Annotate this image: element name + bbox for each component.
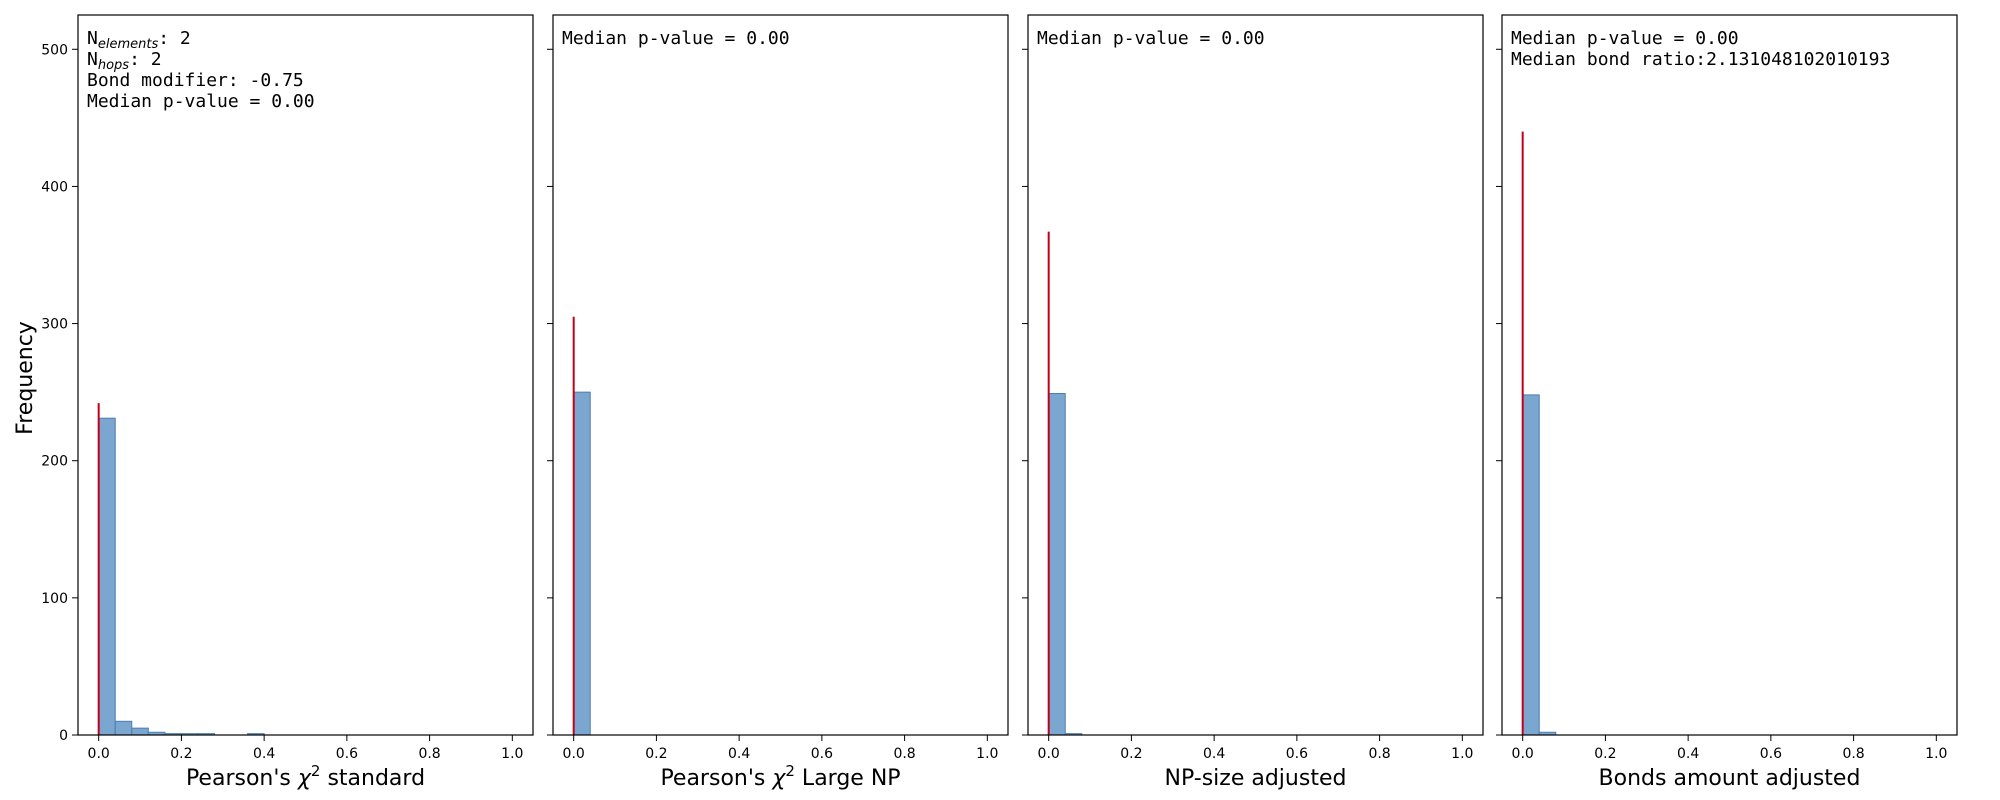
histogram-bar xyxy=(98,417,116,736)
annotation-line: Nhops: 2 xyxy=(87,49,162,73)
axes-frame xyxy=(1027,14,1484,736)
y-axis-label: Frequency xyxy=(13,321,38,435)
x-tick-label: 0.0 xyxy=(1038,746,1060,762)
histogram-bar xyxy=(131,727,149,736)
x-tick-label: 0.6 xyxy=(1760,746,1782,762)
y-tick-label: 400 xyxy=(41,179,68,195)
axes-frame xyxy=(77,14,534,736)
x-axis-label: Bonds amount adjusted xyxy=(1599,766,1861,791)
y-tick-label: 300 xyxy=(41,317,68,333)
x-tick-label: 0.4 xyxy=(253,746,275,762)
x-axis-label: Pearson's χ2 Large NP xyxy=(660,762,900,791)
x-tick-label: 0.6 xyxy=(336,746,358,762)
x-tick-label: 1.0 xyxy=(501,746,523,762)
x-tick-label: 0.6 xyxy=(1286,746,1308,762)
annotation-line: Median bond ratio:2.131048102010193 xyxy=(1511,49,1890,70)
x-tick-label: 1.0 xyxy=(1925,746,1947,762)
x-tick-label: 0.2 xyxy=(170,746,192,762)
x-tick-label: 0.8 xyxy=(1368,746,1390,762)
histogram-bar xyxy=(573,391,591,736)
subplot-2: 0.0 0.2 0.4 0.6 0.8 1.0 Pearson's χ2 Large NP M… xyxy=(547,14,1009,791)
annotation-line: Median p-value = 0.00 xyxy=(562,28,790,49)
x-tick-label: 0.2 xyxy=(1594,746,1616,762)
x-tick-label: 0.8 xyxy=(893,746,915,762)
x-tick-label: 0.6 xyxy=(811,746,833,762)
annotation-line: Median p-value = 0.00 xyxy=(1511,28,1739,49)
x-tick-label: 1.0 xyxy=(976,746,998,762)
subplot-3: 0.0 0.2 0.4 0.6 0.8 1.0 NP-size adjusted Median… xyxy=(1022,14,1484,791)
x-tick-label: 0.0 xyxy=(1512,746,1534,762)
subplot-4: 0.0 0.2 0.4 0.6 0.8 1.0 Bonds amount adjusted M… xyxy=(1496,14,1958,791)
axes-frame xyxy=(552,14,1009,736)
histogram-bar xyxy=(1048,393,1066,736)
x-tick-label: 0.8 xyxy=(1842,746,1864,762)
y-tick-label: 0 xyxy=(59,728,68,744)
subplot-1: 0.0 0.2 0.4 0.6 0.8 1.0 0 100 200 300 400 500 Pearso… xyxy=(41,14,534,791)
annotation-line: Bond modifier: -0.75 xyxy=(87,70,304,91)
x-axis-label: NP-size adjusted xyxy=(1165,766,1347,791)
histogram-bar xyxy=(114,720,133,736)
x-tick-label: 0.8 xyxy=(418,746,440,762)
x-tick-label: 1.0 xyxy=(1451,746,1473,762)
annotation-line: Median p-value = 0.00 xyxy=(87,91,315,112)
x-tick-label: 0.4 xyxy=(1677,746,1699,762)
y-tick-label: 100 xyxy=(41,591,68,607)
y-tick-label: 500 xyxy=(41,42,68,58)
y-tick-label: 200 xyxy=(41,454,68,470)
x-tick-label: 0.2 xyxy=(1120,746,1142,762)
panels-group: 0.0 0.2 0.4 0.6 0.8 1.0 0 100 200 300 400 500 Pearso… xyxy=(41,14,1958,791)
x-tick-label: 0.0 xyxy=(88,746,110,762)
x-tick-label: 0.0 xyxy=(563,746,585,762)
axes-frame xyxy=(1501,14,1958,736)
x-tick-label: 0.2 xyxy=(645,746,667,762)
histogram-bar xyxy=(1522,394,1540,736)
annotation-line: Median p-value = 0.00 xyxy=(1037,28,1265,49)
x-tick-label: 0.4 xyxy=(728,746,750,762)
annotation-line: Nelements: 2 xyxy=(87,28,191,52)
x-tick-label: 0.4 xyxy=(1203,746,1225,762)
x-axis-label: Pearson's χ2 standard xyxy=(186,762,425,791)
